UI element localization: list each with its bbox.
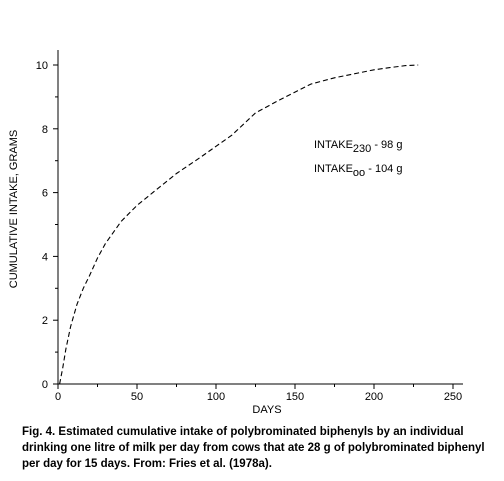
y-axis-label: CUMULATIVE INTAKE, GRAMS (8, 130, 20, 289)
series-layer (59, 64, 419, 385)
axes (57, 50, 463, 385)
x-tick-label: 0 (55, 391, 61, 403)
caption-line-3: per day for 15 days. From: Fries et al. … (22, 458, 272, 470)
figure-caption: Fig. 4. Estimated cumulative intake of p… (22, 424, 504, 472)
annotation-intake-230: INTAKE230 - 98 g (314, 139, 402, 155)
y-tick-label: 10 (36, 60, 48, 72)
y-tick-label: 8 (42, 124, 48, 136)
annotation-value: - 98 g (371, 139, 402, 151)
x-tick-label: 150 (286, 391, 304, 403)
caption-line-1: Fig. 4. Estimated cumulative intake of p… (22, 426, 464, 438)
y-tick-label: 4 (42, 251, 48, 263)
x-tick-label: 100 (207, 391, 225, 403)
y-tick-label: 6 (42, 188, 48, 200)
x-tick-label: 200 (365, 391, 383, 403)
annotation-value: - 104 g (365, 163, 402, 175)
caption-line-2: drinking one litre of milk per day from … (22, 442, 485, 454)
x-tick-label: 250 (444, 391, 462, 403)
annotation-subscript: 230 (353, 143, 371, 155)
annotation-main: INTAKE (314, 139, 353, 151)
annotation-intake-infinity: INTAKEoo - 104 g (314, 163, 402, 179)
y-tick-label: 2 (42, 315, 48, 327)
y-tick-label: 0 (42, 379, 48, 391)
annotation-main: INTAKE (314, 163, 353, 175)
x-tick-label: 50 (131, 391, 143, 403)
x-axis-label: DAYS (252, 404, 281, 416)
annotation-subscript: oo (353, 167, 365, 179)
intake-curve-series-0 (59, 64, 419, 385)
